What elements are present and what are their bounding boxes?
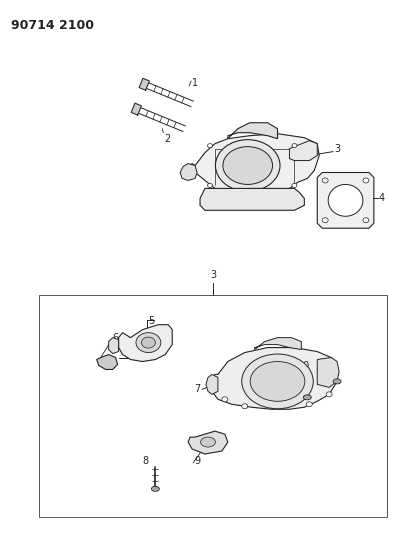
Text: 2: 2	[164, 134, 171, 144]
Ellipse shape	[136, 333, 161, 352]
Ellipse shape	[151, 486, 159, 491]
Text: 4: 4	[379, 193, 385, 204]
Text: 10: 10	[298, 361, 311, 372]
Polygon shape	[139, 78, 150, 90]
Ellipse shape	[322, 178, 328, 183]
Text: 3: 3	[210, 270, 216, 280]
Text: 6: 6	[112, 333, 119, 343]
Ellipse shape	[242, 404, 248, 409]
Polygon shape	[317, 173, 374, 228]
Text: 5: 5	[148, 316, 154, 326]
Polygon shape	[97, 354, 117, 369]
Ellipse shape	[306, 402, 312, 407]
Bar	[39, 295, 387, 516]
Ellipse shape	[363, 218, 369, 223]
Ellipse shape	[242, 354, 313, 409]
Ellipse shape	[141, 337, 155, 348]
Polygon shape	[188, 431, 228, 454]
Ellipse shape	[208, 183, 213, 188]
Ellipse shape	[201, 437, 215, 447]
Ellipse shape	[292, 183, 297, 188]
Ellipse shape	[208, 144, 213, 148]
Polygon shape	[109, 337, 119, 353]
Text: 3: 3	[334, 143, 340, 154]
Text: 9: 9	[194, 456, 200, 466]
Text: 11: 11	[328, 361, 340, 372]
Polygon shape	[180, 164, 197, 181]
Ellipse shape	[326, 392, 332, 397]
Polygon shape	[228, 123, 278, 139]
Polygon shape	[255, 337, 301, 350]
Ellipse shape	[303, 395, 311, 400]
Polygon shape	[212, 348, 337, 409]
Polygon shape	[190, 134, 319, 193]
Ellipse shape	[250, 361, 305, 401]
Polygon shape	[200, 188, 304, 211]
Ellipse shape	[223, 147, 273, 184]
Polygon shape	[317, 358, 339, 387]
Polygon shape	[290, 141, 317, 160]
Ellipse shape	[333, 379, 341, 384]
Text: 90714 2100: 90714 2100	[11, 19, 94, 33]
Polygon shape	[131, 103, 141, 115]
Ellipse shape	[292, 144, 297, 148]
Ellipse shape	[215, 140, 280, 191]
Ellipse shape	[363, 178, 369, 183]
Ellipse shape	[328, 184, 363, 216]
Text: 7: 7	[194, 384, 200, 394]
Polygon shape	[119, 325, 172, 361]
Polygon shape	[206, 375, 218, 394]
Text: 1: 1	[192, 78, 198, 88]
Ellipse shape	[222, 397, 228, 402]
Text: 8: 8	[142, 456, 148, 466]
Ellipse shape	[322, 218, 328, 223]
